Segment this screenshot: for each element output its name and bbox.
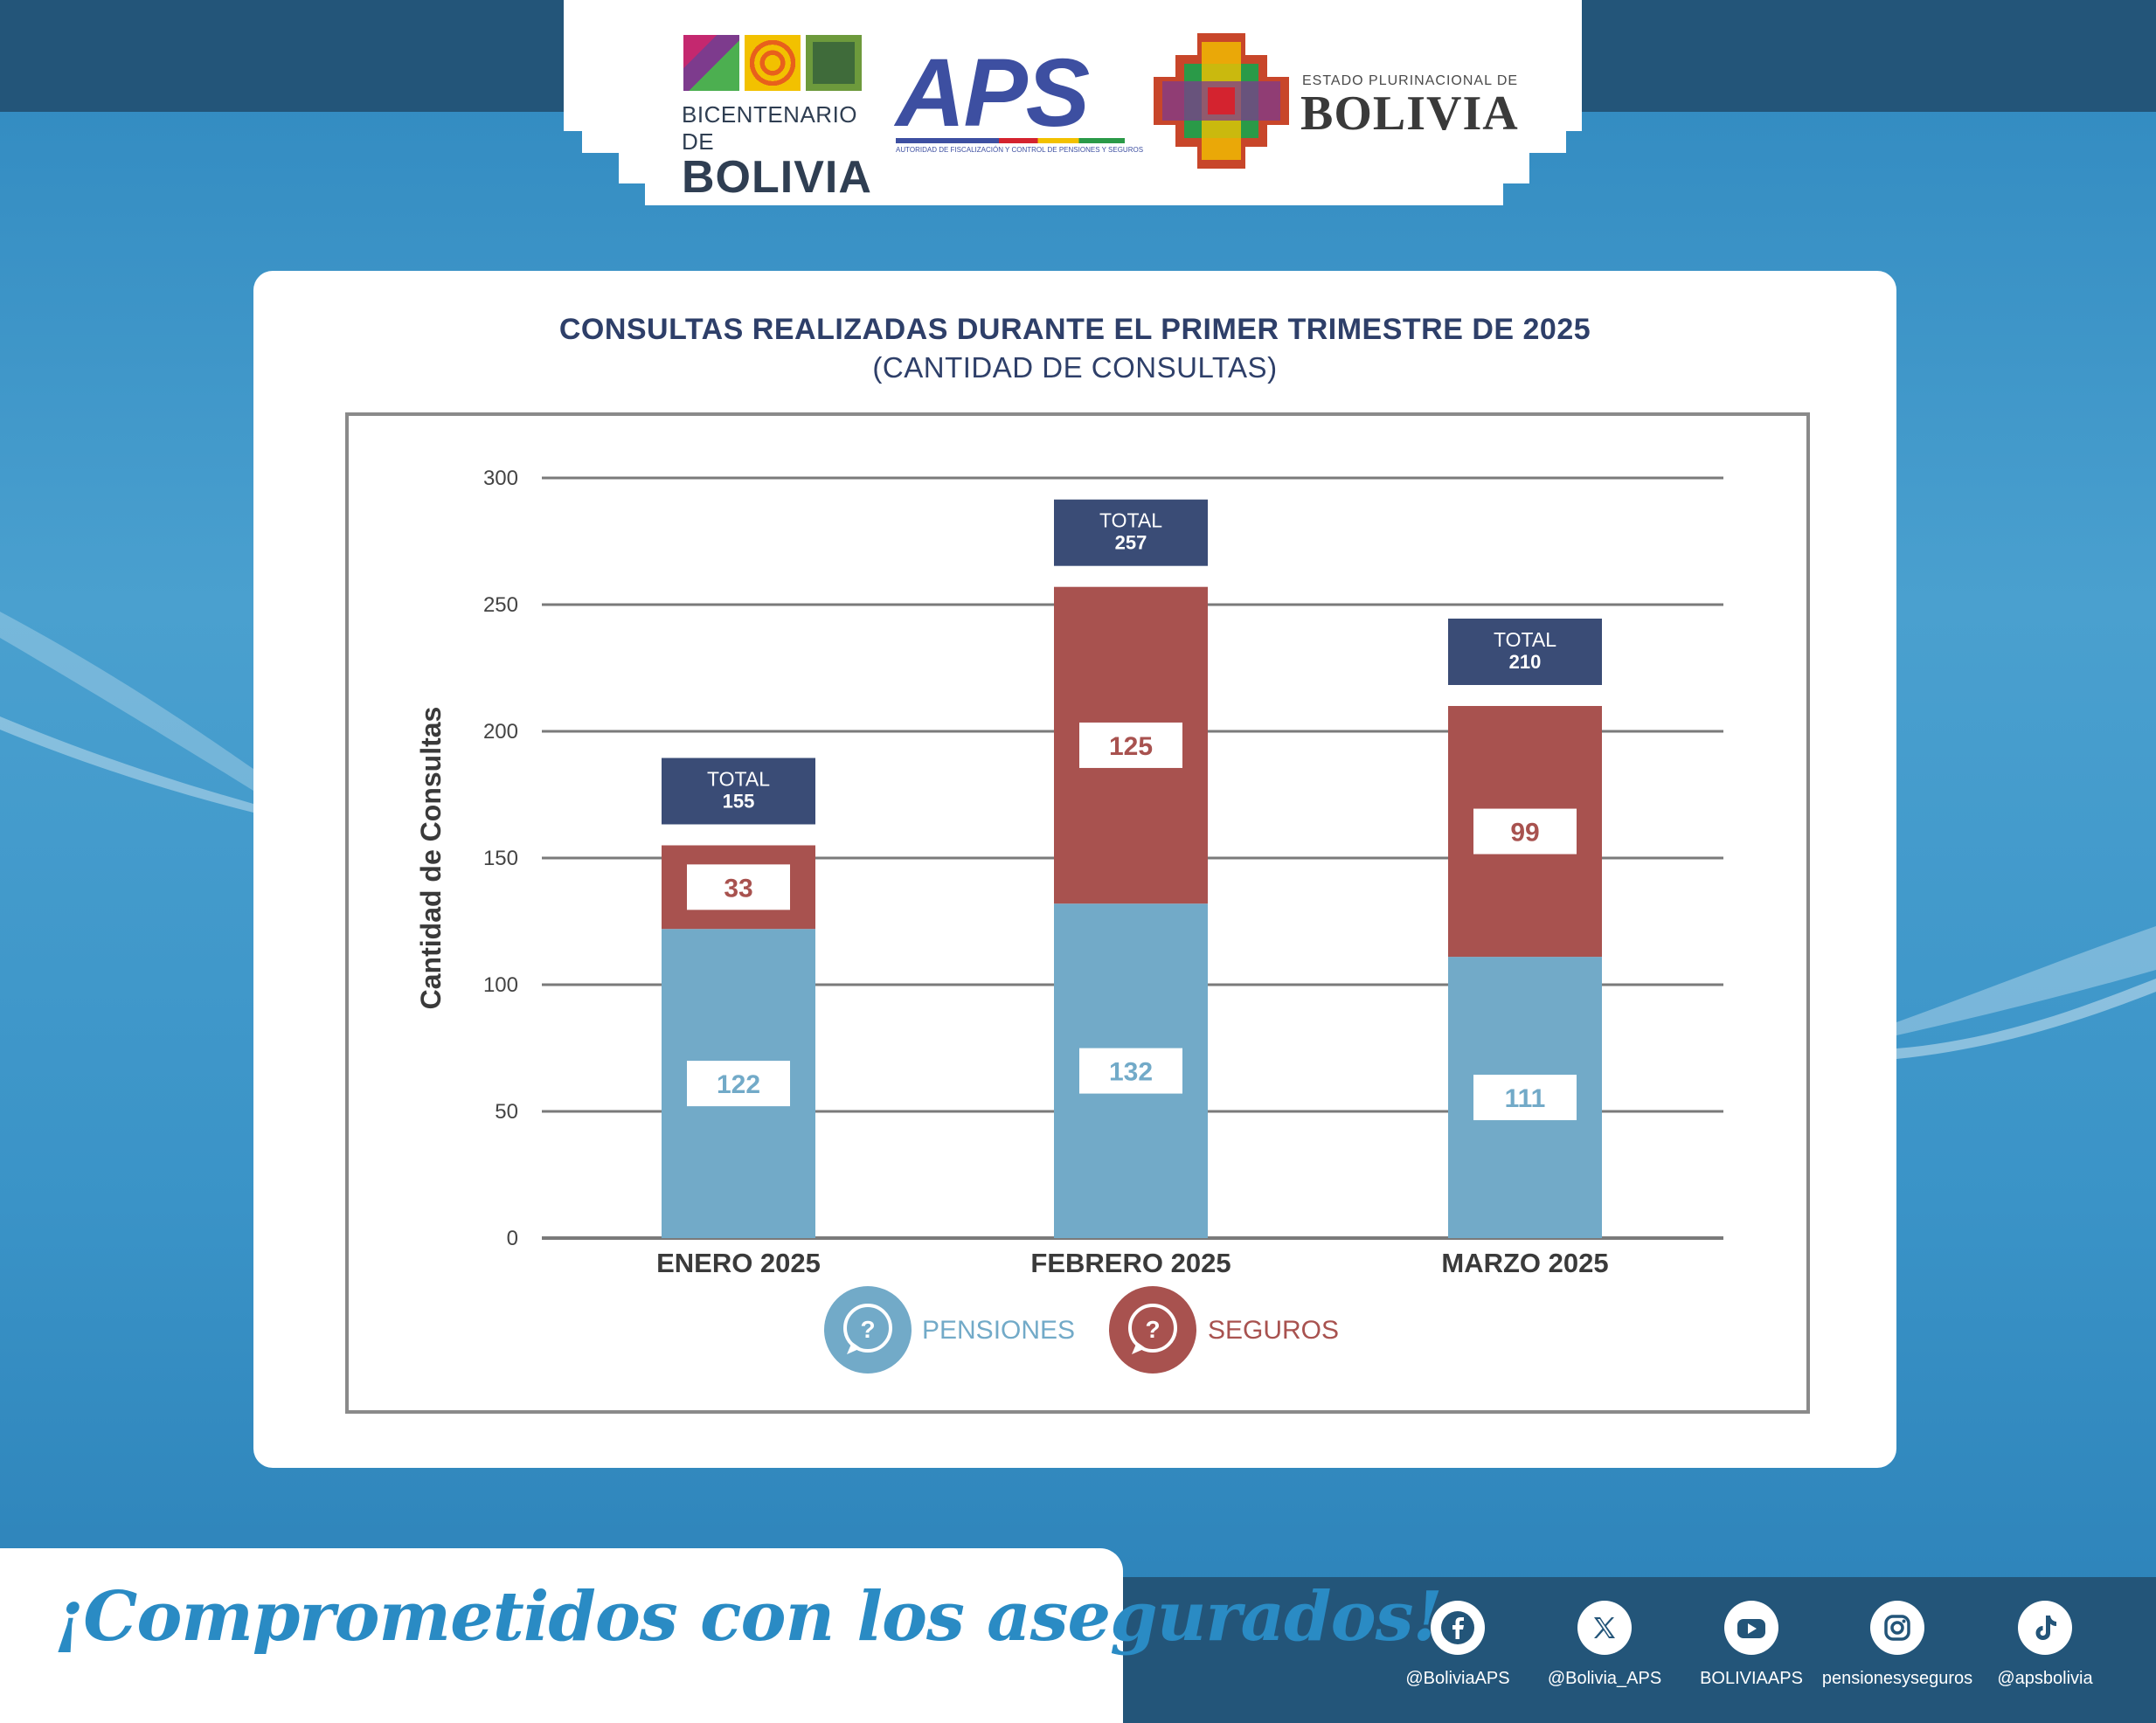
chart-title: CONSULTAS REALIZADAS DURANTE EL PRIMER T… bbox=[558, 313, 1591, 346]
x-category-label: FEBRERO 2025 bbox=[1030, 1248, 1231, 1278]
value-label-seguros: 33 bbox=[724, 874, 752, 903]
total-label: TOTAL bbox=[1494, 628, 1556, 651]
bicentenario-line2: BOLIVIA bbox=[682, 152, 872, 203]
y-tick-label: 200 bbox=[483, 720, 518, 744]
y-axis-label: Cantidad de Consultas bbox=[415, 707, 447, 1010]
x-category-label: MARZO 2025 bbox=[1441, 1248, 1608, 1278]
stacked-bar-chart: 0 50 100 150 200 250 300 Cantidad de Consultas 1… bbox=[415, 467, 1723, 1374]
value-box-pensiones bbox=[1079, 1048, 1182, 1094]
bubble-tail-icon bbox=[847, 1342, 861, 1354]
aps-logo-text: APS bbox=[896, 39, 1090, 147]
y-tick-label: 100 bbox=[483, 973, 518, 997]
facebook-icon[interactable] bbox=[1431, 1601, 1485, 1655]
value-label-seguros: 99 bbox=[1510, 819, 1539, 848]
chart-frame bbox=[345, 412, 1810, 1414]
value-label-seguros: 125 bbox=[1109, 732, 1153, 761]
social-link-instagram[interactable]: pensionesyseguros bbox=[1819, 1601, 1976, 1689]
total-value: 155 bbox=[723, 791, 755, 813]
bubble-tail-icon bbox=[1132, 1342, 1146, 1354]
question-mark-icon: ? bbox=[1145, 1316, 1160, 1343]
aps-logo: APS AUTORIDAD DE FISCALIZACIÓN Y CONTROL… bbox=[896, 39, 1144, 159]
question-mark-icon: ? bbox=[860, 1316, 875, 1343]
value-box-pensiones bbox=[687, 1061, 790, 1107]
total-value: 210 bbox=[1509, 651, 1542, 673]
social-handle[interactable]: BOLIVIAAPS bbox=[1700, 1669, 1803, 1688]
total-label: TOTAL bbox=[1099, 509, 1162, 532]
social-link-facebook[interactable]: @BoliviaAPS bbox=[1379, 1601, 1536, 1689]
estado-line1: ESTADO PLURINACIONAL DE bbox=[1302, 73, 1519, 88]
social-handle[interactable]: @Bolivia_APS bbox=[1547, 1669, 1662, 1688]
social-link-x[interactable]: @Bolivia_APS bbox=[1526, 1601, 1683, 1689]
tiktok-icon[interactable] bbox=[2018, 1601, 2072, 1655]
x-category-label: ENERO 2025 bbox=[656, 1248, 821, 1278]
total-box bbox=[662, 758, 815, 825]
legend-label: SEGUROS bbox=[1208, 1316, 1339, 1345]
total-box bbox=[1054, 499, 1208, 566]
social-link-tiktok[interactable]: @apsbolivia bbox=[1966, 1601, 2124, 1689]
instagram-icon[interactable] bbox=[1870, 1601, 1924, 1655]
legend-swatch bbox=[1109, 1286, 1196, 1374]
y-tick-label: 250 bbox=[483, 593, 518, 617]
x-icon[interactable] bbox=[1577, 1601, 1632, 1655]
total-label: TOTAL bbox=[707, 768, 770, 791]
total-value: 257 bbox=[1115, 532, 1147, 554]
legend-swatch bbox=[824, 1286, 912, 1374]
value-label-pensiones: 111 bbox=[1505, 1084, 1546, 1113]
y-tick-label: 300 bbox=[483, 467, 518, 490]
chakana-icon bbox=[1154, 33, 1289, 169]
aps-logo-subtitle: AUTORIDAD DE FISCALIZACIÓN Y CONTROL DE … bbox=[896, 146, 1144, 154]
value-box-seguros bbox=[687, 864, 790, 910]
value-box-pensiones bbox=[1473, 1075, 1577, 1121]
slogan: ¡Comprometidos con los asegurados! bbox=[54, 1577, 1443, 1657]
question-bubble-icon bbox=[1128, 1304, 1177, 1353]
social-handle[interactable]: @apsbolivia bbox=[1997, 1669, 2093, 1688]
social-link-youtube[interactable]: BOLIVIAAPS bbox=[1673, 1601, 1830, 1689]
legend-label: PENSIONES bbox=[922, 1316, 1075, 1345]
value-box-seguros bbox=[1079, 722, 1182, 768]
value-label-pensiones: 132 bbox=[1109, 1058, 1153, 1087]
chart-subtitle: (CANTIDAD DE CONSULTAS) bbox=[872, 351, 1278, 384]
social-handle[interactable]: @BoliviaAPS bbox=[1405, 1669, 1510, 1688]
bicentenario-line1: BICENTENARIO DE bbox=[682, 101, 858, 155]
estado-line2: BOLIVIA bbox=[1300, 86, 1519, 141]
social-handle[interactable]: pensionesyseguros bbox=[1821, 1669, 1973, 1688]
chart-card: CONSULTAS REALIZADAS DURANTE EL PRIMER T… bbox=[253, 271, 1896, 1468]
value-box-seguros bbox=[1473, 808, 1577, 855]
y-tick-label: 50 bbox=[495, 1100, 518, 1124]
youtube-icon[interactable] bbox=[1724, 1601, 1778, 1655]
y-tick-label: 150 bbox=[483, 847, 518, 870]
y-tick-label: 0 bbox=[507, 1227, 518, 1250]
question-bubble-icon bbox=[843, 1304, 892, 1353]
slogan-panel bbox=[0, 1548, 1123, 1723]
value-label-pensiones: 122 bbox=[717, 1070, 760, 1099]
aps-logo-stripe bbox=[896, 138, 1125, 143]
total-box bbox=[1448, 619, 1602, 685]
bicentenario-logo: BICENTENARIO DE BOLIVIA bbox=[682, 35, 874, 200]
estado-plurinacional-logo: ESTADO PLURINACIONAL DE BOLIVIA bbox=[1154, 33, 1518, 173]
